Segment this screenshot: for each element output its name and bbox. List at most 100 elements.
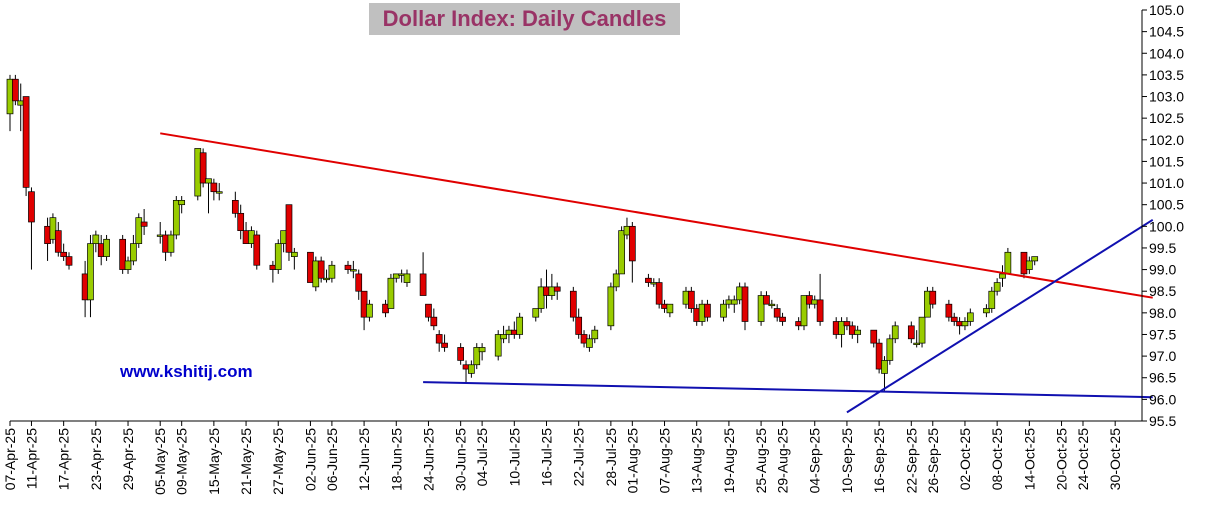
candle-body [586,338,593,348]
x-tick-label: 23-Apr-25 [88,428,104,490]
candle-body [1004,251,1012,275]
x-tick-label: 16-Sep-25 [871,428,887,494]
x-tick-label: 25-Aug-25 [753,428,769,494]
candle-body [816,299,824,322]
candle-body [993,282,1001,292]
candle-body [757,295,765,322]
candle-body [763,295,770,305]
x-tick-label: 12-Jun-25 [356,428,372,491]
y-tick-label: 103.0 [1149,89,1184,105]
x-tick-label: 09-May-25 [174,428,190,495]
candle-body [130,243,137,262]
x-axis: 07-Apr-25 11-Apr-25 17-Apr-25 23-Apr-25 29-A… [2,420,1142,495]
x-tick-label: 10-Sep-25 [839,428,855,494]
candle-body [274,243,282,270]
candle-body [704,303,711,318]
candle-body [999,273,1006,279]
x-tick-label: 27-May-25 [270,428,286,495]
y-tick-label: 98.5 [1149,283,1176,299]
candle-body [355,273,363,292]
candle-body [779,316,786,322]
candle-body [645,277,652,283]
x-tick-label: 04-Sep-25 [807,428,823,494]
x-tick-label: 19-Aug-25 [721,428,737,494]
candle-body [575,316,583,335]
y-tick-label: 100.0 [1149,218,1184,234]
x-tick-label: 22-Jul-25 [571,428,587,487]
candle-body [215,191,223,194]
y-tick-label: 102.0 [1149,132,1184,148]
candle-body [60,251,67,257]
x-tick-label: 02-Jun-25 [302,428,318,491]
candle-body [730,299,738,305]
x-tick-label: 29-Apr-25 [120,428,136,490]
y-tick-label: 96.0 [1149,391,1176,407]
y-axis: 95.5 96.0 96.5 97.0 97.5 98.0 98.5 99.0 99.5 100.… [1141,2,1184,429]
candle-body [87,243,94,301]
candle-body [516,316,524,335]
x-tick-label: 08-Oct-25 [989,428,1005,490]
candle-body [687,290,695,309]
y-tick-label: 102.5 [1149,110,1184,126]
x-tick-label: 04-Jul-25 [474,428,490,487]
candle-body [350,269,357,272]
candle-body [425,303,432,318]
chart-title-box: Dollar Index: Daily Candles [369,3,680,35]
candle-body [907,325,915,340]
candle-body [532,308,540,318]
y-tick-label: 100.5 [1149,197,1184,213]
candle-body [838,321,845,335]
trendlines [160,132,1154,414]
y-tick-label: 104.0 [1149,45,1184,61]
x-tick-label: 24-Jun-25 [420,428,436,491]
candle-body [945,303,953,318]
x-tick-label: 13-Aug-25 [689,428,705,494]
candle-body [741,286,749,322]
candle-body [655,282,663,305]
candle-body [913,342,921,345]
candle-body [178,200,186,206]
y-tick-label: 101.0 [1149,175,1184,191]
candle-body [886,338,894,361]
candle-body [1031,256,1039,262]
candle-body [49,217,57,240]
y-tick-label: 104.5 [1149,24,1184,40]
candle-body [392,273,400,279]
x-tick-label: 11-Apr-25 [23,428,39,489]
trendline [160,132,1153,299]
y-tick-label: 96.5 [1149,370,1176,386]
x-tick-label: 06-Jun-25 [324,428,340,491]
candle-body [881,360,888,374]
candle-body [65,256,73,266]
watermark-text: www.kshitij.com [120,362,253,381]
candle-body [1025,260,1033,270]
candle-body [344,264,352,270]
y-tick-label: 103.5 [1149,67,1184,83]
y-tick-label: 99.0 [1149,262,1176,278]
x-tick-label: 16-Jul-25 [538,428,554,487]
candle-body [441,342,448,348]
candle-body [628,225,636,262]
candle-body [468,364,475,374]
candle-body [231,200,239,214]
candle-body [135,217,143,244]
candles [6,74,1039,391]
candle-body [140,221,148,227]
candle-body [473,347,481,366]
candle-body [918,316,926,344]
candle-body [290,251,298,257]
candle-body [843,321,851,327]
candle-body [366,303,373,318]
trendline [846,218,1154,414]
candle-body [457,347,465,361]
x-tick-label: 28-Jul-25 [603,428,619,487]
candle-body [929,290,937,305]
candle-body [210,182,218,193]
chart-title: Dollar Index: Daily Candles [382,6,667,31]
candle-body [285,204,293,253]
candle-body [612,273,620,288]
candle-body [253,234,261,266]
x-tick-label: 20-Oct-25 [1054,428,1070,490]
candle-body [773,308,781,318]
candle-body [12,78,19,102]
